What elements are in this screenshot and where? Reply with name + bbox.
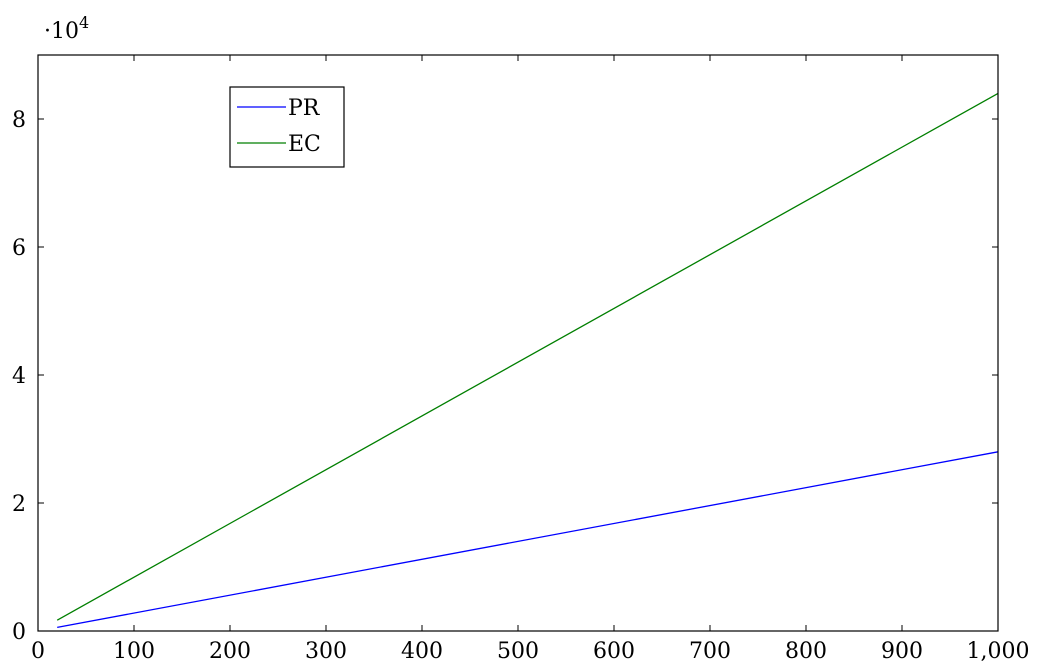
y-tick-label: 8: [12, 108, 26, 133]
series-layer: [56, 92, 999, 629]
x-tick-label: 900: [881, 639, 923, 664]
legend-box: [229, 86, 345, 168]
legend-label-ec: EC: [288, 132, 321, 157]
x-tick-label: 400: [401, 639, 443, 664]
y-tick-label: 2: [12, 492, 26, 517]
x-tick-label: 300: [305, 639, 347, 664]
x-tick-label: 1,000: [967, 639, 1030, 664]
plot-frame: [37, 54, 999, 632]
x-tick-label: 100: [113, 639, 155, 664]
legend-label-pr: PR: [288, 96, 321, 121]
ticks-layer: [37, 55, 999, 632]
x-tick-labels: 0 100 200 300 400 500 600 700 800 900 1,000: [31, 639, 1029, 664]
x-tick-label: 0: [31, 639, 45, 664]
series-line-ec: [56, 92, 999, 621]
y-scale-factor-exponent: 4: [79, 13, 89, 32]
series-line-pr: [57, 451, 999, 629]
y-scale-factor-base: ·10: [44, 19, 79, 44]
x-tick-label: 500: [497, 639, 539, 664]
y-tick-label: 4: [12, 364, 26, 389]
legend: PR EC: [229, 86, 345, 168]
x-tick-label: 200: [209, 639, 251, 664]
x-tick-label: 700: [689, 639, 731, 664]
x-tick-label: 800: [785, 639, 827, 664]
y-axis-scale-factor: ·104: [44, 13, 89, 44]
y-tick-label: 0: [12, 620, 26, 645]
y-tick-labels: 0 2 4 6 8: [12, 108, 26, 645]
y-tick-label: 6: [12, 236, 26, 261]
x-tick-label: 600: [593, 639, 635, 664]
